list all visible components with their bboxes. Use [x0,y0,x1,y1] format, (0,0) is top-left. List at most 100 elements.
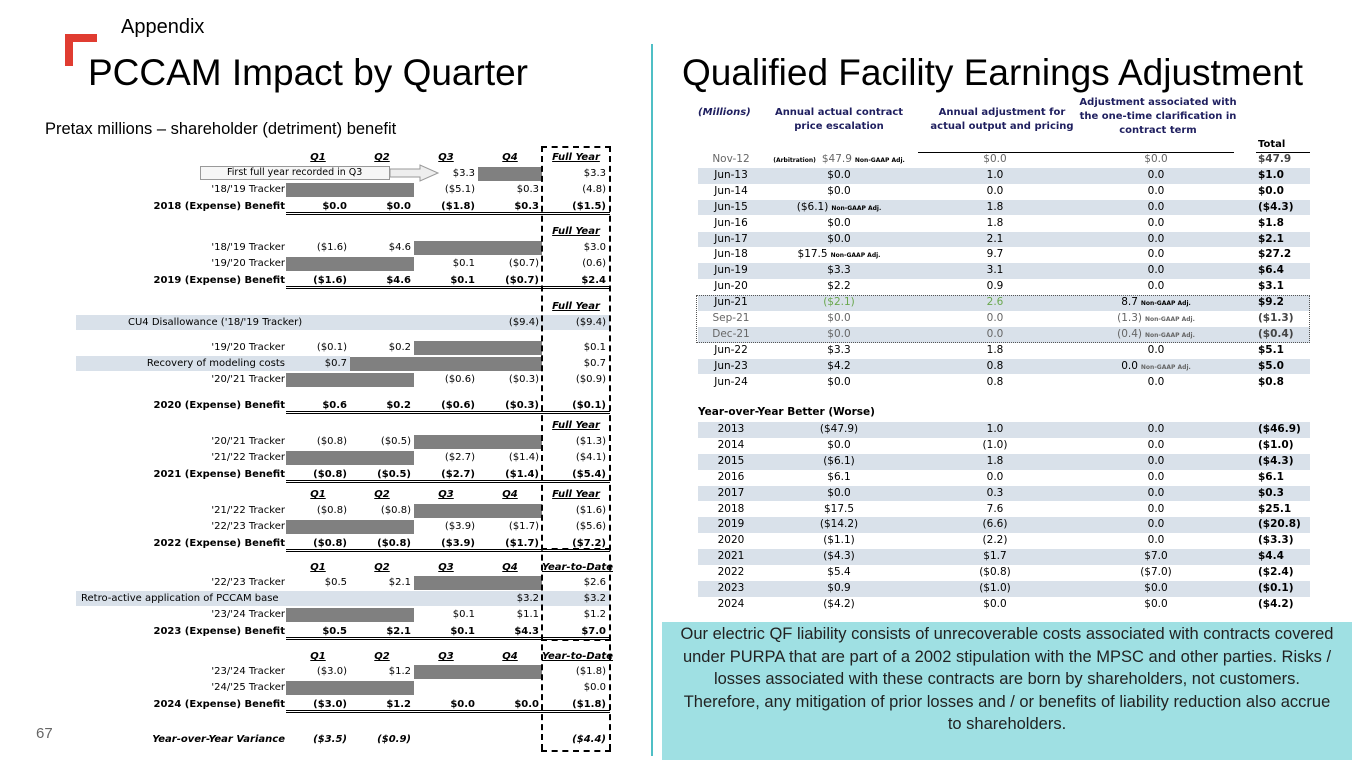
column-header-row: Full Year [0,418,650,433]
row-value: $1.2 [386,699,411,710]
row-value [286,372,350,387]
row-value [478,356,542,371]
row-value: ($0.6) [444,374,475,385]
row-clarification: (1.3) Non-GAAP Adj. [1117,312,1195,324]
row-value: ($1.8) [441,201,475,212]
column-header: Q2 [374,489,390,500]
row-year: 2017 [717,486,745,499]
row-value: ($0.8) [377,538,411,549]
row-output: 1.0 [986,423,1004,435]
row-value [478,680,542,695]
row-value [286,450,350,465]
total-underline [286,411,610,414]
row-value: ($0.8) [380,505,411,516]
row-value [350,356,414,371]
row-clarification: ($7.0) [1140,566,1172,579]
row-year: 2014 [717,438,745,451]
row-value: ($3.0) [316,666,347,677]
row-value [350,182,414,197]
non-gaap-tag: Non-GAAP Adj. [1140,300,1191,308]
shaded-cell [286,451,414,465]
row-output: 1.8 [986,216,1004,229]
table-row: '20/'21 Tracker ($0.6) ($0.3) ($0.9) [0,372,650,387]
row-total: $27.2 [1258,248,1292,261]
row-total: $1.0 [1258,168,1284,181]
table-row: Jun-24 $0.0 0.8 0.0 $0.8 [698,375,1310,391]
row-value: $1.2 [583,609,606,620]
row-clarification: 0.0 [1147,423,1165,435]
row-escalation: ($6.1) Non-GAAP Adj. [796,200,882,213]
row-year: 2023 [717,582,745,594]
table-row: 2014 $0.0 (1.0) 0.0 ($1.0) [698,438,1310,454]
row-value [478,166,542,181]
page-number: 67 [36,725,53,742]
row-value: ($5.4) [572,469,606,480]
row-value: ($0.8) [313,469,347,480]
shaded-cell [414,576,542,590]
row-clarification: 0.0 [1147,200,1165,213]
row-output: $0.0 [983,597,1007,610]
table-row: '21/'22 Tracker ($2.7) ($1.4) ($4.1) [0,450,650,465]
column-header: Full Year [552,152,600,163]
row-escalation: (Arbitration) $47.9 Non-GAAP Adj. [773,153,905,165]
row-label: '24/'25 Tracker [211,682,285,693]
row-total: $3.1 [1258,280,1284,293]
table-row: Sep-21 $0.0 0.0 (1.3) Non-GAAP Adj. ($1.3) [698,311,1310,327]
row-value [350,680,414,695]
table-row: Recovery of modeling costs $0.7 $0.7 [0,356,650,371]
row-value: ($4.1) [575,452,606,463]
row-value: $0.7 [583,358,606,369]
header-rule [918,152,1076,153]
row-output: 1.8 [986,454,1004,467]
row-date: Jun-16 [714,216,748,229]
row-value: ($0.9) [575,374,606,385]
table-row: Jun-16 $0.0 1.8 0.0 $1.8 [698,216,1310,232]
column-header-row: Full Year [0,224,650,239]
row-value: ($1.7) [505,538,539,549]
col-header-output: Annual adjustment for actual output and … [930,107,1074,132]
column-header: Q2 [374,152,390,163]
column-header: Q3 [438,562,454,573]
column-header: Q4 [502,651,518,662]
row-escalation: $17.5 Non-GAAP Adj. [797,248,881,261]
row-value: ($1.3) [575,436,606,447]
row-value: $0.5 [322,626,347,637]
row-total: $6.4 [1258,264,1284,277]
row-value [478,240,542,255]
col-header-escalation: Annual actual contract price escalation [774,107,904,132]
row-total: $5.1 [1258,343,1284,356]
row-value: $2.1 [386,626,411,637]
row-output: 0.0 [986,470,1004,483]
row-clarification: 0.0 [1147,486,1165,499]
header-rule [1256,152,1310,153]
row-total: ($0.1) [1258,582,1294,594]
row-output: (1.0) [982,438,1008,451]
row-total: $6.1 [1258,470,1284,483]
row-value: $1.2 [388,666,411,677]
row-value [414,240,478,255]
row-value: ($2.7) [444,452,475,463]
non-gaap-tag: Non-GAAP Adj. [854,157,905,164]
row-escalation: ($2.1) [823,296,855,309]
dashed-rule [541,750,611,752]
table-row: 2016 $6.1 0.0 0.0 $6.1 [698,470,1310,486]
row-output: 0.0 [986,184,1004,197]
highlight-box [696,295,1310,343]
dashed-rule [541,548,611,550]
row-date: Jun-19 [714,264,748,277]
table-row: 2024 ($4.2) $0.0 $0.0 ($4.2) [698,597,1310,613]
row-escalation: ($14.2) [819,518,859,531]
table-row: 2013 ($47.9) 1.0 0.0 ($46.9) [698,422,1310,438]
row-escalation: $5.4 [827,566,851,579]
row-value [478,434,542,449]
row-clarification: 0.0 [1147,216,1165,229]
table-row: Jun-17 $0.0 2.1 0.0 $2.1 [698,231,1310,248]
row-clarification: 0.0 [1147,280,1165,293]
row-total: $0.3 [1258,486,1284,499]
row-label: Retro-active application of PCCAM base [81,593,279,604]
non-gaap-tag: Non-GAAP Adj. [831,204,882,212]
column-header: Year-to-Date [542,562,613,573]
row-value: ($3.5) [313,734,347,745]
row-value [350,256,414,271]
row-value: ($0.8) [316,436,347,447]
